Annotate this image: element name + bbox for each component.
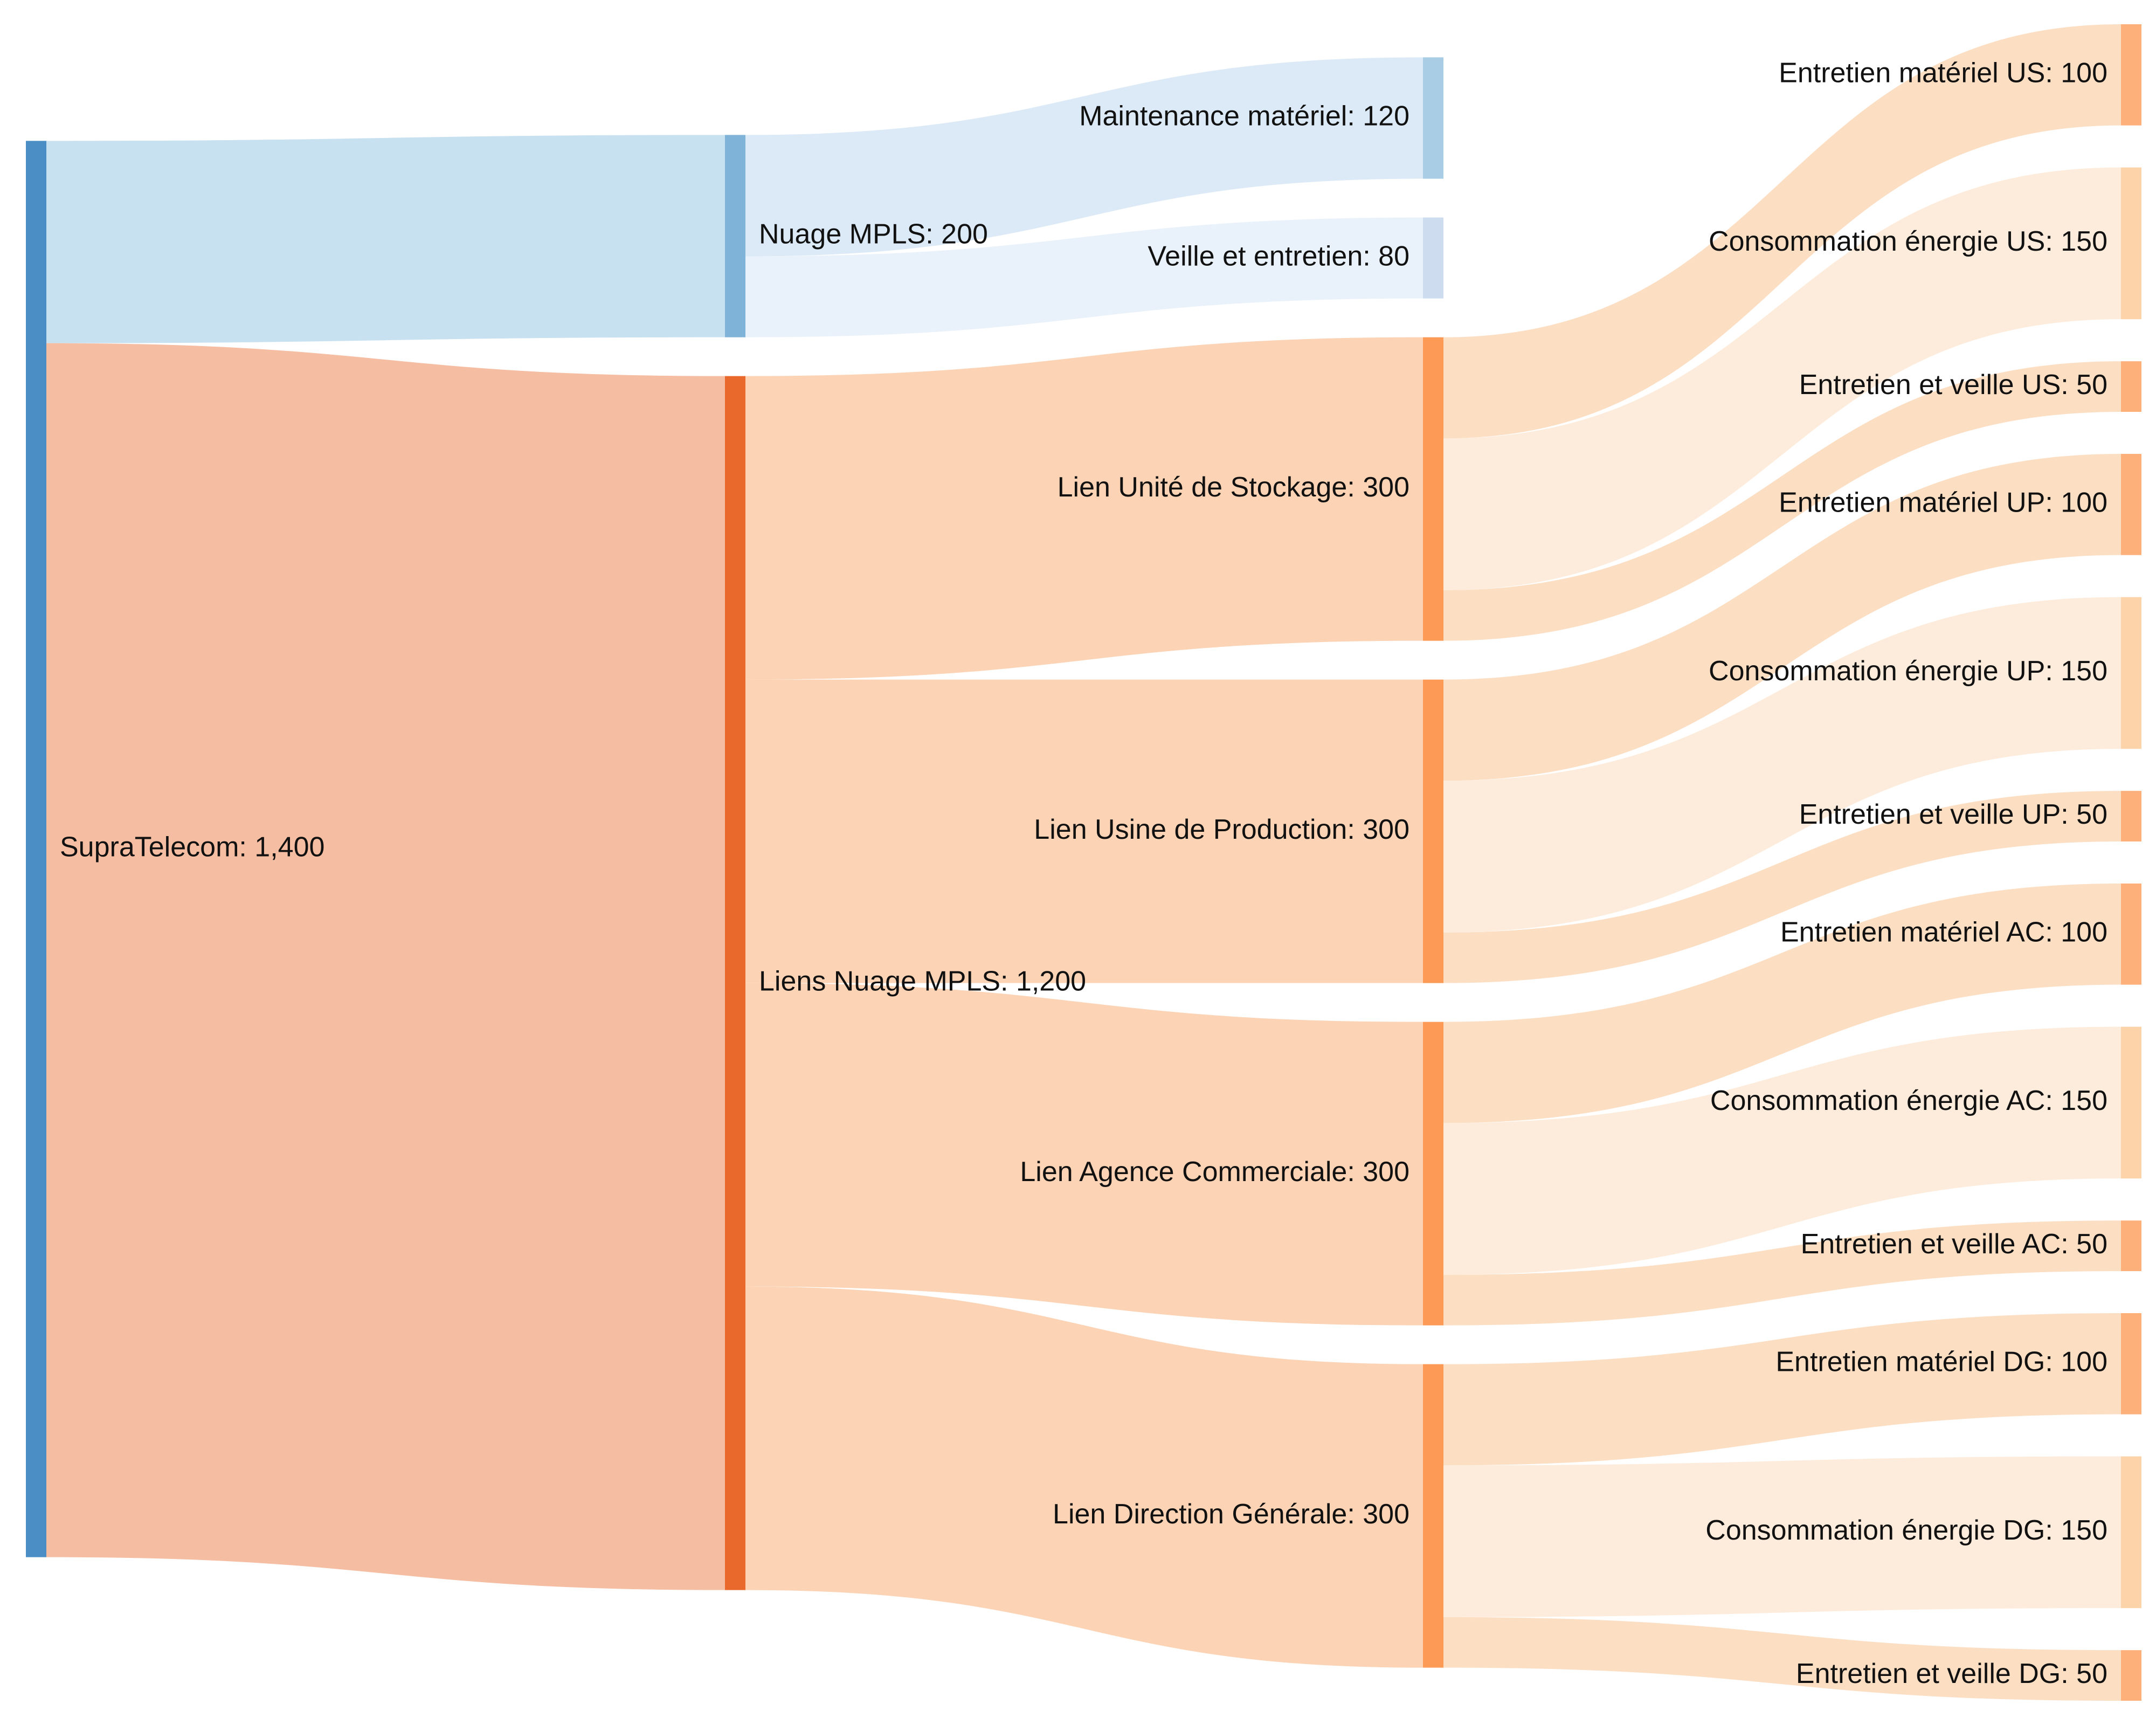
node-lien-direction-generale[interactable] bbox=[1423, 1364, 1443, 1668]
link-liens-to-lus[interactable] bbox=[745, 337, 1423, 680]
labels-layer: SupraTelecom: 1,400 Nuage MPLS: 200 Liens … bbox=[60, 58, 2107, 1689]
node-label-veille-et-entretien: Veille et entretien: 80 bbox=[1148, 240, 1409, 272]
node-label-lien-direction-generale: Lien Direction Générale: 300 bbox=[1053, 1499, 1409, 1530]
node-lien-agence-commerciale[interactable] bbox=[1423, 1022, 1443, 1326]
node-consommation-energie-ac[interactable] bbox=[2121, 1026, 2141, 1179]
link-supratelecom-to-liens[interactable] bbox=[46, 343, 725, 1590]
node-lien-unite-de-stockage[interactable] bbox=[1423, 337, 1443, 641]
nodes-layer bbox=[26, 24, 2141, 1701]
link-lac-to-evac[interactable] bbox=[1443, 1220, 2121, 1326]
node-lien-usine-de-production[interactable] bbox=[1423, 679, 1443, 983]
node-entretien-materiel-ac[interactable] bbox=[2121, 884, 2141, 985]
link-lus-to-evus[interactable] bbox=[1443, 361, 2121, 641]
node-label-entretien-materiel-us: Entretien matériel US: 100 bbox=[1779, 58, 2107, 89]
node-label-consommation-energie-dg: Consommation énergie DG: 150 bbox=[1705, 1515, 2107, 1546]
link-lus-to-ceus[interactable] bbox=[1443, 167, 2121, 590]
node-label-nuage-mpls: Nuage MPLS: 200 bbox=[759, 219, 988, 250]
link-nuage-to-maint[interactable] bbox=[745, 57, 1423, 257]
node-label-maintenance-materiel: Maintenance matériel: 120 bbox=[1079, 101, 1409, 132]
node-nuage-mpls[interactable] bbox=[725, 135, 745, 337]
link-ldg-to-cedg[interactable] bbox=[1443, 1456, 2121, 1617]
node-label-entretien-et-veille-ac: Entretien et veille AC: 50 bbox=[1801, 1229, 2107, 1260]
node-label-entretien-materiel-up: Entretien matériel UP: 100 bbox=[1779, 487, 2107, 519]
link-lus-to-emus[interactable] bbox=[1443, 24, 2121, 439]
node-entretien-et-veille-up[interactable] bbox=[2121, 791, 2141, 841]
link-liens-to-lup[interactable] bbox=[745, 679, 1423, 983]
node-consommation-energie-us[interactable] bbox=[2121, 167, 2141, 320]
node-label-lien-agence-commerciale: Lien Agence Commerciale: 300 bbox=[1020, 1156, 1409, 1188]
node-entretien-et-veille-dg[interactable] bbox=[2121, 1650, 2141, 1701]
link-lac-to-emac[interactable] bbox=[1443, 884, 2121, 1123]
links-layer bbox=[46, 24, 2121, 1701]
node-label-consommation-energie-us: Consommation énergie US: 150 bbox=[1709, 226, 2107, 257]
node-veille-et-entretien[interactable] bbox=[1423, 217, 1443, 299]
link-supratelecom-to-nuage[interactable] bbox=[46, 135, 725, 343]
node-entretien-et-veille-us[interactable] bbox=[2121, 361, 2141, 412]
node-entretien-materiel-up[interactable] bbox=[2121, 454, 2141, 555]
node-entretien-materiel-dg[interactable] bbox=[2121, 1313, 2141, 1414]
link-ldg-to-evdg[interactable] bbox=[1443, 1617, 2121, 1701]
node-label-supratelecom: SupraTelecom: 1,400 bbox=[60, 832, 324, 863]
link-lup-to-evup[interactable] bbox=[1443, 791, 2121, 983]
node-label-entretien-et-veille-up: Entretien et veille UP: 50 bbox=[1799, 799, 2107, 830]
node-entretien-materiel-us[interactable] bbox=[2121, 24, 2141, 126]
link-lup-to-ceup[interactable] bbox=[1443, 597, 2121, 933]
node-consommation-energie-dg[interactable] bbox=[2121, 1456, 2141, 1609]
link-nuage-to-veille[interactable] bbox=[745, 217, 1423, 337]
link-lac-to-ceac[interactable] bbox=[1443, 1026, 2121, 1275]
node-label-lien-unite-de-stockage: Lien Unité de Stockage: 300 bbox=[1058, 472, 1409, 503]
node-label-lien-usine-de-production: Lien Usine de Production: 300 bbox=[1034, 814, 1409, 845]
link-ldg-to-emdg[interactable] bbox=[1443, 1313, 2121, 1466]
link-lup-to-emup[interactable] bbox=[1443, 454, 2121, 781]
node-maintenance-materiel[interactable] bbox=[1423, 57, 1443, 179]
node-label-entretien-et-veille-us: Entretien et veille US: 50 bbox=[1799, 369, 2107, 401]
node-label-consommation-energie-ac: Consommation énergie AC: 150 bbox=[1710, 1085, 2107, 1116]
node-label-liens-nuage-mpls: Liens Nuage MPLS: 1,200 bbox=[759, 965, 1086, 997]
node-label-entretien-materiel-dg: Entretien matériel DG: 100 bbox=[1775, 1347, 2107, 1378]
node-label-consommation-energie-up: Consommation énergie UP: 150 bbox=[1709, 656, 2107, 687]
link-liens-to-lac[interactable] bbox=[745, 983, 1423, 1326]
link-liens-to-ldg[interactable] bbox=[745, 1286, 1423, 1668]
node-liens-nuage-mpls[interactable] bbox=[725, 376, 745, 1590]
node-entretien-et-veille-ac[interactable] bbox=[2121, 1220, 2141, 1271]
node-label-entretien-et-veille-dg: Entretien et veille DG: 50 bbox=[1796, 1658, 2107, 1689]
node-supratelecom[interactable] bbox=[26, 141, 46, 1557]
node-label-entretien-materiel-ac: Entretien matériel AC: 100 bbox=[1780, 917, 2107, 948]
node-consommation-energie-up[interactable] bbox=[2121, 597, 2141, 749]
